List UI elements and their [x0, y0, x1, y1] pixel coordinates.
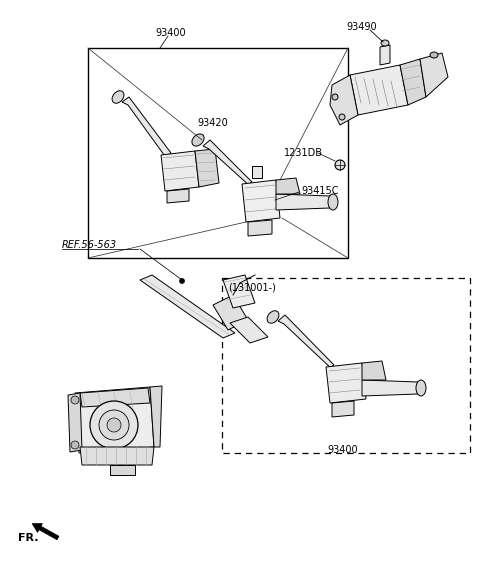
Ellipse shape	[112, 91, 124, 103]
Ellipse shape	[430, 52, 438, 58]
Text: REF.56-563: REF.56-563	[62, 240, 117, 250]
Polygon shape	[362, 361, 386, 380]
Polygon shape	[110, 465, 135, 475]
Polygon shape	[380, 45, 390, 65]
Polygon shape	[278, 315, 334, 371]
Text: 93400: 93400	[327, 445, 358, 455]
Polygon shape	[248, 220, 272, 236]
Polygon shape	[75, 387, 154, 453]
Polygon shape	[332, 401, 354, 417]
Text: 93490: 93490	[346, 22, 377, 32]
Polygon shape	[140, 275, 235, 338]
Text: 93420: 93420	[197, 118, 228, 128]
Polygon shape	[350, 65, 408, 115]
Polygon shape	[167, 189, 189, 203]
Polygon shape	[420, 53, 448, 97]
Ellipse shape	[332, 94, 338, 100]
Ellipse shape	[267, 311, 279, 323]
Polygon shape	[276, 178, 300, 194]
Text: 93400: 93400	[155, 28, 186, 38]
Text: 1231DB: 1231DB	[284, 148, 323, 158]
Ellipse shape	[107, 418, 121, 432]
Ellipse shape	[339, 114, 345, 120]
Ellipse shape	[335, 160, 345, 170]
Polygon shape	[80, 388, 150, 407]
Polygon shape	[161, 151, 199, 191]
Ellipse shape	[416, 380, 426, 396]
Ellipse shape	[99, 410, 129, 440]
Polygon shape	[195, 149, 219, 187]
Text: FR.: FR.	[18, 533, 38, 543]
Ellipse shape	[180, 278, 184, 284]
Polygon shape	[362, 380, 418, 396]
Ellipse shape	[90, 401, 138, 449]
Polygon shape	[242, 180, 280, 222]
Bar	[222, 278, 470, 453]
Text: 93415C: 93415C	[301, 186, 338, 196]
Polygon shape	[230, 317, 268, 343]
Ellipse shape	[381, 40, 389, 46]
Polygon shape	[400, 59, 426, 105]
Bar	[88, 48, 348, 258]
FancyArrow shape	[32, 524, 59, 540]
Text: (131001-): (131001-)	[228, 282, 276, 292]
Polygon shape	[330, 75, 358, 125]
Ellipse shape	[192, 134, 204, 146]
Polygon shape	[80, 447, 154, 465]
Polygon shape	[122, 97, 171, 159]
Polygon shape	[150, 386, 162, 447]
Polygon shape	[252, 166, 262, 178]
Ellipse shape	[71, 396, 79, 404]
Ellipse shape	[71, 441, 79, 449]
Polygon shape	[203, 140, 252, 188]
Polygon shape	[326, 363, 366, 403]
Polygon shape	[213, 295, 248, 330]
Polygon shape	[223, 275, 255, 308]
Polygon shape	[276, 194, 330, 210]
Polygon shape	[68, 393, 82, 452]
Ellipse shape	[328, 194, 338, 210]
